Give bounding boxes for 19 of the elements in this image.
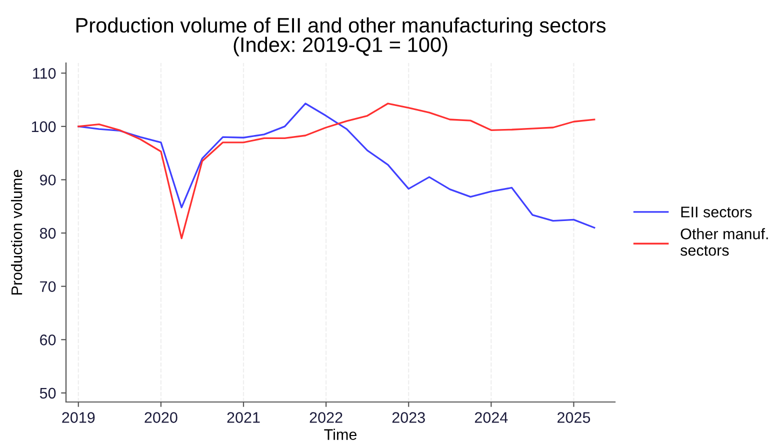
y-tick-label: 60 <box>40 334 56 346</box>
legend-label: Other manuf. sectors <box>680 228 768 256</box>
y-tick-label: 100 <box>32 121 56 132</box>
chart-title: Production volume of EII and other manufacturing sectors (Index: 2019-Q1 = 100) <box>76 17 606 56</box>
x-tick-label: 2022 <box>310 412 342 423</box>
y-axis-title: Production volume <box>10 170 22 295</box>
x-tick-label: 2024 <box>474 412 508 423</box>
x-tick-label: 2020 <box>144 412 178 423</box>
y-tick-label: 90 <box>40 174 56 186</box>
y-tick-label: 110 <box>33 68 56 79</box>
y-tick-label: 70 <box>40 281 56 292</box>
x-tick-label: 2025 <box>558 412 590 423</box>
x-tick-label: 2019 <box>62 412 95 423</box>
x-tick-label: 2021 <box>227 412 260 423</box>
x-tick-label: 2023 <box>392 412 425 423</box>
legend-label: EII sectors <box>681 206 752 218</box>
x-axis-title: Time <box>324 428 357 440</box>
y-tick-label: 80 <box>40 228 56 239</box>
y-tick-label: 50 <box>40 388 56 399</box>
